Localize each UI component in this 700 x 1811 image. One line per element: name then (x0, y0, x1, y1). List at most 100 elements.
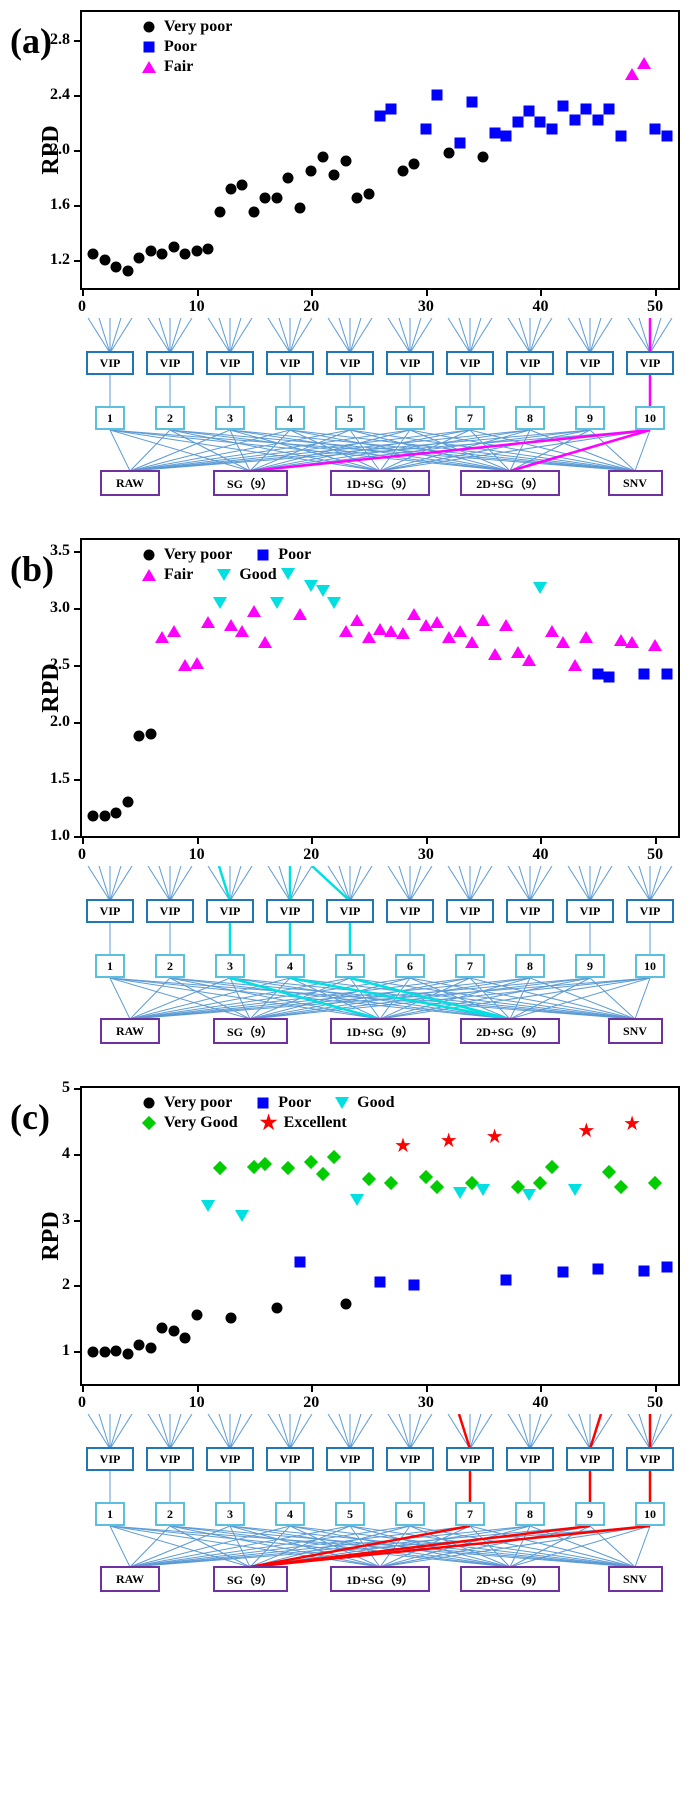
data-point (247, 605, 261, 617)
num-box: 6 (395, 406, 425, 430)
data-point (281, 568, 295, 580)
data-point (99, 1347, 110, 1358)
data-point (478, 151, 489, 162)
data-point (248, 207, 259, 218)
method-box: SG（9） (213, 1018, 288, 1044)
data-point: ★ (623, 1119, 641, 1129)
data-point (237, 179, 248, 190)
legend-item-very_poor: Very poor (142, 18, 232, 36)
data-point (579, 631, 593, 643)
num-box: 9 (575, 1502, 605, 1526)
data-point (615, 131, 626, 142)
legend-label: Fair (164, 58, 193, 76)
num-box: 5 (335, 406, 365, 430)
data-point (430, 1180, 444, 1194)
data-point (350, 614, 364, 626)
vip-box: VIP (386, 1447, 434, 1471)
legend-label: Excellent (284, 1114, 347, 1132)
data-point (524, 106, 535, 117)
num-box: 8 (515, 406, 545, 430)
data-point (258, 636, 272, 648)
num-box: 1 (95, 1502, 125, 1526)
data-point (111, 1346, 122, 1357)
data-point (661, 131, 672, 142)
x-tick-label: 30 (418, 846, 434, 864)
y-tick-label: 3 (62, 1211, 70, 1229)
vip-box: VIP (506, 899, 554, 923)
legend-label: Poor (278, 1094, 311, 1112)
data-point (283, 172, 294, 183)
method-box: 2D+SG（9） (460, 1018, 560, 1044)
y-tick-label: 2.4 (50, 86, 70, 104)
vip-box: VIP (86, 899, 134, 923)
vip-box: VIP (326, 899, 374, 923)
panel-c: (c)RPD1234501020304050Very poorPoorGoodV… (10, 1086, 690, 1604)
data-point (340, 156, 351, 167)
method-box: SG（9） (213, 470, 288, 496)
y-tick-label: 3.0 (50, 599, 70, 617)
num-box: 5 (335, 954, 365, 978)
data-point (270, 597, 284, 609)
vip-box: VIP (506, 351, 554, 375)
data-point (558, 1267, 569, 1278)
num-box: 9 (575, 954, 605, 978)
method-box: 1D+SG（9） (330, 1018, 430, 1044)
data-point (545, 1160, 559, 1174)
chart-area: RPD1.21.62.02.42.801020304050Very poorPo… (80, 10, 680, 290)
data-point (111, 262, 122, 273)
num-box: 2 (155, 406, 185, 430)
legend-label: Very poor (164, 1094, 232, 1112)
data-point (489, 128, 500, 139)
num-box: 1 (95, 406, 125, 430)
data-point (316, 585, 330, 597)
y-tick-label: 2.0 (50, 141, 70, 159)
num-box: 10 (635, 954, 665, 978)
data-point (294, 202, 305, 213)
data-point (134, 1339, 145, 1350)
data-point (637, 57, 651, 69)
legend-label: Fair (164, 566, 193, 584)
num-box: 1 (95, 954, 125, 978)
panel-label: (c) (10, 1096, 50, 1138)
data-point (419, 1170, 433, 1184)
data-point (533, 582, 547, 594)
num-box: 2 (155, 954, 185, 978)
x-tick-label: 40 (532, 298, 548, 316)
num-box: 6 (395, 954, 425, 978)
data-point (420, 124, 431, 135)
method-box: 2D+SG（9） (460, 1566, 560, 1592)
legend-item-very_good: Very Good (142, 1114, 238, 1132)
data-point (604, 103, 615, 114)
data-point (88, 810, 99, 821)
x-tick-label: 10 (189, 1394, 205, 1412)
method-box: 1D+SG（9） (330, 1566, 430, 1592)
data-point: ★ (394, 1141, 412, 1151)
vip-box: VIP (446, 1447, 494, 1471)
panel-label: (a) (10, 20, 52, 62)
data-point (281, 1161, 295, 1175)
data-point (304, 1155, 318, 1169)
data-point (396, 627, 410, 639)
data-point (638, 669, 649, 680)
data-point (409, 158, 420, 169)
data-point (350, 1194, 364, 1206)
vip-box: VIP (566, 1447, 614, 1471)
data-point (465, 636, 479, 648)
data-point (488, 648, 502, 660)
y-tick-label: 2.8 (50, 31, 70, 49)
num-box: 4 (275, 406, 305, 430)
data-point (476, 614, 490, 626)
data-point (592, 669, 603, 680)
data-point (661, 1261, 672, 1272)
data-point (226, 183, 237, 194)
data-point (191, 245, 202, 256)
data-point (294, 1257, 305, 1268)
vip-box: VIP (566, 899, 614, 923)
legend-item-fair: Fair (142, 566, 193, 584)
x-tick-label: 50 (647, 846, 663, 864)
data-point (661, 669, 672, 680)
x-tick-label: 30 (418, 1394, 434, 1412)
y-tick-label: 1.6 (50, 196, 70, 214)
x-tick-label: 20 (303, 1394, 319, 1412)
y-tick-label: 2.5 (50, 656, 70, 674)
